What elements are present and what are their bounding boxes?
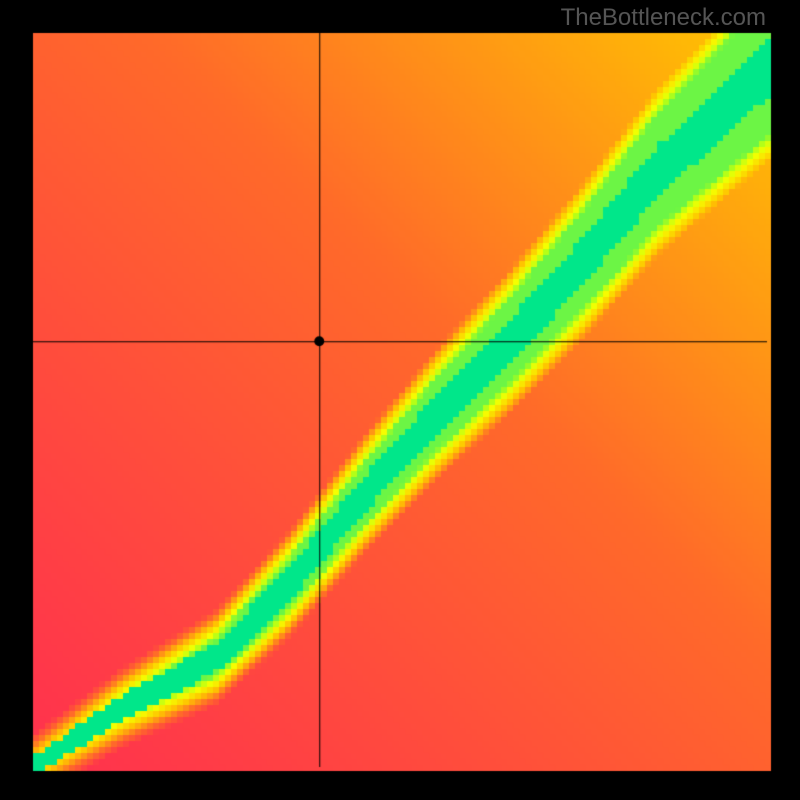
watermark-text: TheBottleneck.com xyxy=(561,4,766,32)
chart-container: TheBottleneck.com xyxy=(0,0,800,800)
bottleneck-heatmap xyxy=(0,0,800,800)
